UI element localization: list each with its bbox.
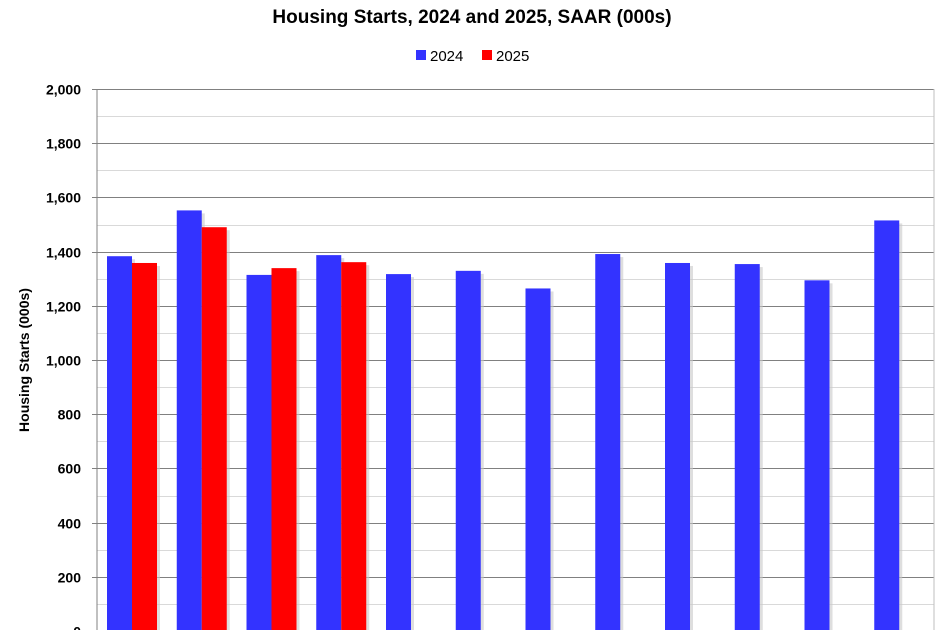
bar-2024-aug [595,254,621,630]
y-tick-label: 200 [58,570,82,586]
y-tick-label: 800 [58,407,82,423]
y-tick-label: 1,200 [46,299,81,315]
y-tick-label: 400 [58,516,82,532]
legend-swatch-2024 [416,50,426,60]
y-tick-label: 1,400 [46,245,81,261]
bar-2024-oct [734,264,760,630]
y-tick-label: 0 [73,624,81,630]
bar-2025-apr [341,262,367,630]
bar-2024-dec [874,220,900,630]
y-tick-label: 2,000 [46,82,81,98]
minor-gridlines [97,116,934,605]
y-axis-title: Housing Starts (000s) [16,288,32,432]
bar-2024-may [386,274,411,630]
bars [107,210,903,630]
y-tick-label: 1,000 [46,353,81,369]
bar-2025-mar [271,268,297,630]
legend-label-2025: 2025 [496,48,529,65]
legend-label-2024: 2024 [430,48,463,65]
bar-2024-nov [804,280,830,630]
major-gridlines [97,89,934,578]
bar-2024-jan [107,256,132,630]
bar-2024-mar [246,274,272,630]
bar-2024-apr [316,255,342,630]
y-axis-ticks: 2,000 1,800 1,600 1,400 1,200 1,000 800 600 400 2… [46,82,97,630]
y-tick-label: 1,600 [46,190,81,206]
bar-2024-sep [665,262,690,630]
bar-2024-feb [176,210,202,630]
bar-2025-jan [132,262,157,630]
bar-2024-jul [525,288,551,630]
y-tick-label: 600 [58,461,82,477]
legend-swatch-2025 [482,50,492,60]
chart-title: Housing Starts, 2024 and 2025, SAAR (000… [272,7,671,28]
bar-2025-feb [201,227,227,630]
y-tick-label: 1,800 [46,136,81,152]
legend: 2024 2025 [416,48,529,65]
bar-2024-jun [455,270,481,630]
